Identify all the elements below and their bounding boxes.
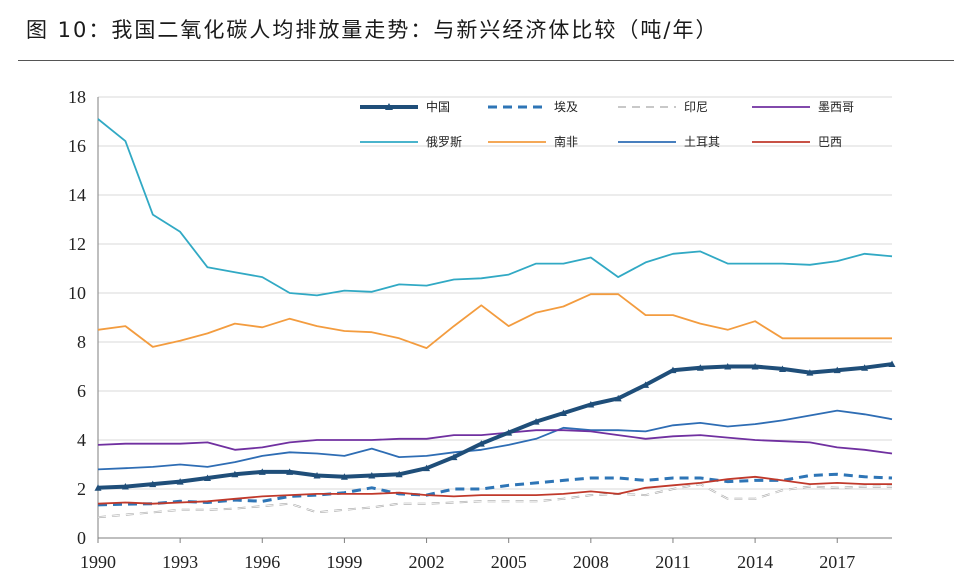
series-point <box>149 480 157 488</box>
y-tick-label: 16 <box>68 136 86 156</box>
series-point <box>696 364 704 371</box>
y-tick-label: 12 <box>68 234 86 254</box>
series-point <box>368 472 376 479</box>
series-point <box>176 478 184 485</box>
series-point <box>395 470 403 478</box>
y-tick-labels: 0 2 4 6 8 10 12 14 16 18 <box>68 87 86 548</box>
x-tick-label: 2017 <box>819 552 855 572</box>
series-point <box>833 366 841 374</box>
series-point <box>587 400 595 408</box>
series-point <box>642 381 650 388</box>
x-tick-label: 2008 <box>573 552 609 572</box>
series-point <box>340 473 348 480</box>
x-tick-label: 2014 <box>737 552 773 572</box>
legend-label: 中国 <box>426 99 450 114</box>
legend-label: 埃及 <box>554 100 578 114</box>
series-point <box>614 394 622 402</box>
y-tick-label: 14 <box>68 185 86 205</box>
legend-label: 巴西 <box>818 135 842 149</box>
y-tick-label: 6 <box>77 381 86 401</box>
legend-label: 印尼 <box>684 100 708 114</box>
gridlines <box>98 96 892 490</box>
series-point <box>532 418 540 425</box>
series-point <box>505 429 513 436</box>
x-tick-label: 2011 <box>655 552 690 572</box>
series-point <box>258 468 266 475</box>
axes <box>97 97 892 543</box>
x-tick-label: 1996 <box>244 552 280 572</box>
series-point <box>286 468 294 475</box>
legend-marker <box>385 103 393 110</box>
series-point <box>559 409 567 417</box>
series-line-6 <box>97 409 893 471</box>
x-tick-label: 1993 <box>162 552 198 572</box>
series-point <box>806 369 814 376</box>
y-tick-label: 10 <box>68 283 86 303</box>
x-tick-label: 1999 <box>326 552 362 572</box>
legend-label: 南非 <box>554 134 578 149</box>
x-tick-labels: 1990 1993 1996 1999 2002 2005 2008 2011 2014 2017 <box>80 552 855 572</box>
series-lines <box>94 118 896 519</box>
legend-label: 墨西哥 <box>818 100 854 114</box>
series-point <box>121 483 129 490</box>
series-point <box>778 365 786 372</box>
series-point <box>204 474 212 481</box>
y-tick-label: 18 <box>68 87 86 107</box>
series-point <box>423 464 431 472</box>
series-point <box>669 366 677 374</box>
series-line-0 <box>97 362 893 490</box>
series-point <box>94 484 102 491</box>
page-title: 图 10：我国二氧化碳人均排放量走势：与新兴经济体比较（吨/年） <box>26 18 719 42</box>
series-point <box>751 363 759 370</box>
series-line-7 <box>97 475 892 505</box>
series-point <box>861 364 869 371</box>
series-point <box>724 363 732 370</box>
x-tick-label: 2002 <box>409 552 445 572</box>
series-point <box>450 453 458 461</box>
series-line-1 <box>97 472 893 507</box>
x-tick-label: 1990 <box>80 552 116 572</box>
y-tick-label: 8 <box>77 332 86 352</box>
title-divider <box>18 60 954 61</box>
legend-label: 土耳其 <box>684 135 720 149</box>
y-tick-label: 2 <box>77 479 86 499</box>
y-tick-label: 0 <box>77 528 86 548</box>
series-point <box>231 470 239 478</box>
series-line-3 <box>97 429 893 455</box>
x-tick-label: 2005 <box>491 552 527 572</box>
series-point <box>313 472 321 479</box>
y-tick-label: 4 <box>77 430 86 450</box>
legend-label: 俄罗斯 <box>426 135 462 149</box>
series-line-4 <box>97 118 893 297</box>
series-line-inner-2 <box>97 483 892 518</box>
series-point <box>477 440 485 447</box>
series-line-5 <box>97 293 892 350</box>
series-point <box>888 360 896 368</box>
